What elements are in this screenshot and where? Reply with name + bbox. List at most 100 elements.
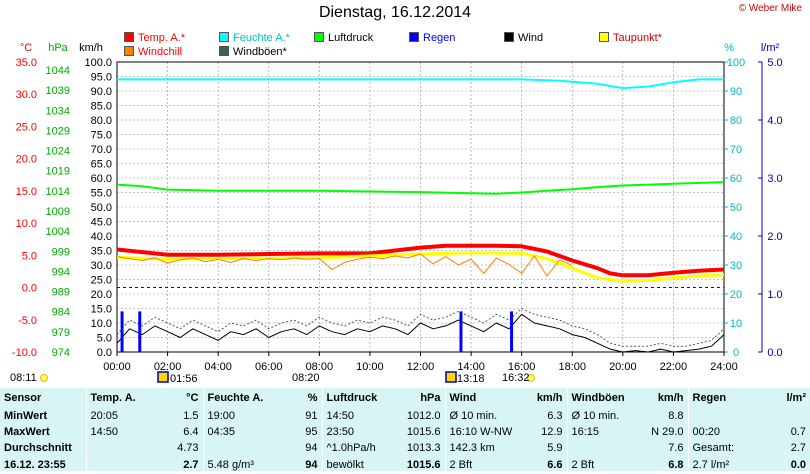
legend-item-wind: Wind — [504, 32, 543, 44]
legend-swatch-icon — [599, 32, 609, 42]
wind-tick-label: 60.0 — [91, 173, 112, 185]
pressure-tick-label: 1029 — [46, 125, 70, 137]
pressure-tick-label: 984 — [52, 307, 70, 319]
wind-tick-label: 25.0 — [91, 275, 112, 287]
humidity-axis-unit: % — [724, 42, 734, 54]
pressure-axis-unit: hPa — [48, 42, 68, 54]
table-header: Luftdruck — [321, 388, 384, 408]
temp-tick-label: 10.0 — [16, 218, 37, 230]
table-cell: 14:50 — [321, 408, 384, 424]
table-cell: 5.48 g/m³ — [202, 456, 265, 474]
rain-bar — [459, 311, 463, 352]
x-tick-label: 16:00 — [508, 361, 536, 373]
x-tick-label: 22:00 — [660, 361, 688, 373]
table-cell — [566, 440, 631, 456]
temp-tick-label: -10.0 — [12, 347, 37, 359]
sunset-time: 16:32 — [502, 372, 530, 384]
pressure-tick-label: 1004 — [46, 226, 70, 238]
legend-item-gusts: Windböen* — [219, 46, 287, 58]
table-cell: 04:35 — [202, 424, 265, 440]
series-line-temp-a — [116, 243, 725, 278]
chart-axes: °C hPa km/h% l/m² 35.0 30.0 25.0 20.0 15.0 10.0 5.… — [12, 42, 783, 383]
legend-label: Luftdruck — [328, 32, 374, 44]
x-tick-label: 12:00 — [407, 361, 435, 373]
table-cell: 23:50 — [321, 424, 384, 440]
wind-tick-label: 30.0 — [91, 260, 112, 272]
table-cell: 1013.3 — [406, 442, 441, 454]
moonrise-time: 01:56 — [170, 373, 198, 385]
table-cell: 19:00 — [202, 408, 265, 424]
x-tick-label: 20:00 — [609, 361, 637, 373]
table-header: % — [307, 392, 318, 404]
table-cell: 0.0 — [790, 459, 806, 471]
humidity-tick-label: 70 — [730, 144, 742, 156]
pressure-tick-label: 979 — [52, 327, 70, 339]
table-cell: 2.7 — [790, 442, 806, 454]
table-cell: 2 Bft — [566, 456, 631, 474]
legend-item-humidity: Feuchte A.* — [219, 32, 290, 44]
table-row: MaxWert 14:50 6.4 04:35 95 23:50 1015.6 … — [0, 424, 810, 440]
chart-title: Dienstag, 16.12.2014 — [318, 4, 472, 21]
legend-label: Feuchte A.* — [233, 32, 290, 44]
table-cell — [85, 440, 148, 456]
table-cell: ^1.0hPa/h — [321, 440, 384, 456]
pressure-tick-label: 999 — [52, 246, 70, 258]
table-cell: MaxWert — [4, 426, 50, 438]
wind-tick-label: 65.0 — [91, 159, 112, 171]
table-cell: 95 — [305, 426, 318, 438]
wind-tick-label: 90.0 — [91, 86, 112, 98]
table-cell: Ø 10 min. — [444, 408, 517, 424]
table-cell: 94 — [305, 459, 318, 471]
table-cell: 6.4 — [183, 426, 199, 438]
chart-grid — [116, 61, 725, 353]
wind-tick-label: 100.0 — [84, 57, 112, 69]
table-row: MinWert 20:05 1.5 19:00 91 14:50 1012.0 … — [0, 408, 810, 424]
legend-label: Windchill — [138, 46, 183, 58]
table-cell: 6.8 — [668, 459, 684, 471]
temp-tick-label: 30.0 — [16, 89, 37, 101]
humidity-tick-label: 40 — [730, 231, 742, 243]
series-line-taupunkt — [116, 251, 725, 283]
x-tick-label: 08:00 — [306, 361, 334, 373]
legend-label: Windböen* — [233, 46, 287, 58]
sunset-icon — [527, 374, 535, 382]
table-cell: 16.12. 23:55 — [4, 459, 66, 471]
x-tick-label: 14:00 — [457, 361, 485, 373]
sunrise-time: 08:11 — [10, 372, 37, 384]
rain-bar — [138, 311, 142, 352]
moonset-time: 13:18 — [457, 373, 485, 385]
legend-swatch-icon — [314, 32, 324, 42]
table-header: hPa — [420, 392, 441, 404]
table-cell: 1012.0 — [406, 410, 441, 422]
series-line-windb-en — [116, 308, 725, 347]
wind-axis-unit: km/h — [79, 42, 103, 54]
legend-swatch-icon — [124, 32, 134, 42]
x-tick-label: 02:00 — [154, 361, 182, 373]
table-cell: 8.8 — [668, 410, 684, 422]
table-cell: 6.3 — [547, 410, 563, 422]
weather-chart: °C hPa km/h% l/m² 35.0 30.0 25.0 20.0 15.0 10.0 5.… — [12, 42, 783, 383]
legend-label: Taupunkt* — [613, 32, 662, 44]
wind-tick-label: 85.0 — [91, 101, 112, 113]
temp-tick-label: 0.0 — [22, 283, 37, 295]
moonset-icon — [445, 371, 457, 383]
table-cell: 16:10 W-NW — [444, 424, 517, 440]
table-cell: 1015.6 — [406, 459, 441, 471]
table-cell: 6.6 — [547, 459, 563, 471]
humidity-tick-label: 20 — [730, 289, 742, 301]
humidity-tick-label: 50 — [730, 202, 742, 214]
table-cell: 2.7 — [183, 459, 199, 471]
table-cell: 2.7 l/m² — [687, 456, 752, 474]
table-cell: 5.9 — [547, 442, 563, 454]
legend-swatch-icon — [124, 46, 134, 56]
table-cell: 7.6 — [668, 442, 684, 454]
legend-item-rain: Regen — [409, 32, 455, 44]
temp-tick-label: 15.0 — [16, 186, 37, 198]
extra-time: 08:20 — [292, 372, 320, 384]
humidity-tick-label: 80 — [730, 115, 742, 127]
pressure-tick-label: 1039 — [46, 85, 70, 97]
table-cell: 1.5 — [183, 410, 199, 422]
table-cell — [202, 440, 265, 456]
humidity-tick-label: 0 — [733, 347, 739, 359]
table-cell: 00:20 — [687, 424, 752, 440]
